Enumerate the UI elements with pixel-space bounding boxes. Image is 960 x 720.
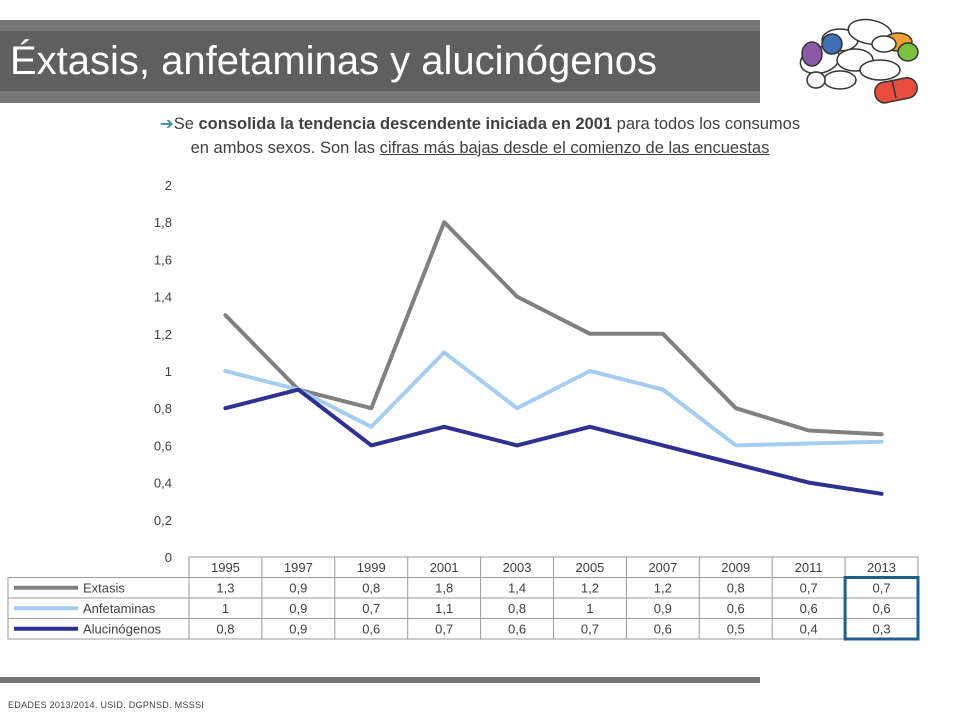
data-label: 1,1 xyxy=(435,601,453,616)
x-category-label: 1999 xyxy=(357,560,386,575)
data-label: 0,6 xyxy=(654,622,672,637)
title-band xyxy=(0,31,760,91)
data-label: 1 xyxy=(222,601,229,616)
data-label: 1,2 xyxy=(654,581,672,596)
y-tick-label: 1,2 xyxy=(154,327,172,342)
page-title: Éxtasis, anfetaminas y alucinógenos xyxy=(10,39,658,83)
data-label: 0,3 xyxy=(873,622,891,637)
legend-label: Alucinógenos xyxy=(83,622,162,637)
x-category-label: 2001 xyxy=(430,560,459,575)
y-tick-label: 1 xyxy=(165,364,172,379)
data-label: 0,9 xyxy=(289,622,307,637)
y-tick-label: 1,4 xyxy=(154,290,172,305)
y-tick-label: 0,4 xyxy=(154,476,172,491)
y-tick-label: 0 xyxy=(165,550,172,565)
x-category-label: 2011 xyxy=(795,560,823,575)
series-line-2 xyxy=(223,350,884,448)
series-line-1 xyxy=(223,220,884,437)
data-label: 0,6 xyxy=(727,601,745,616)
legend-label: Anfetaminas xyxy=(83,601,156,616)
data-label: 1,2 xyxy=(581,581,599,596)
data-label: 0,6 xyxy=(362,622,380,637)
data-label: 0,7 xyxy=(362,601,380,616)
x-category-label: 1995 xyxy=(211,560,240,575)
subtitle-text-1: Se xyxy=(173,115,199,133)
x-category-label: 2009 xyxy=(721,560,750,575)
data-label: 0,9 xyxy=(289,581,307,596)
y-tick-label: 2 xyxy=(165,178,172,193)
x-category-label: 1997 xyxy=(284,560,313,575)
subtitle-underlined: cifras más bajas desde el comienzo de la… xyxy=(379,139,770,157)
arrow-bullet-icon: ➔ xyxy=(159,115,174,133)
data-label: 0,4 xyxy=(800,622,818,637)
data-label: 0,7 xyxy=(873,581,891,596)
data-label: 0,7 xyxy=(581,622,599,637)
subtitle: ➔Se consolida la tendencia descendente i… xyxy=(100,112,860,160)
data-label: 1,3 xyxy=(216,581,234,596)
data-label: 0,6 xyxy=(800,601,818,616)
data-label: 0,6 xyxy=(873,601,891,616)
y-tick-label: 1,8 xyxy=(154,215,172,230)
source-note: EDADES 2013/2014. USID. DGPNSD. MSSSI xyxy=(8,700,205,710)
x-category-label: 2003 xyxy=(503,560,532,575)
pills-illustration-icon xyxy=(799,18,919,104)
series-line-3 xyxy=(223,387,884,496)
data-label: 0,8 xyxy=(216,622,234,637)
data-label: 0,8 xyxy=(362,581,380,596)
y-tick-label: 0,8 xyxy=(154,401,172,416)
data-label: 0,7 xyxy=(800,581,818,596)
data-label: 0,9 xyxy=(289,601,307,616)
data-label: 0,7 xyxy=(435,622,453,637)
data-label: 0,8 xyxy=(508,601,526,616)
data-label: 0,8 xyxy=(727,581,745,596)
data-label: 1 xyxy=(586,601,593,616)
data-label: 0,9 xyxy=(654,601,672,616)
x-category-label: 2007 xyxy=(648,560,677,575)
x-category-label: 2013 xyxy=(867,560,896,575)
y-tick-label: 1,6 xyxy=(154,252,172,267)
data-label: 1,8 xyxy=(435,581,453,596)
data-label: 0,6 xyxy=(508,622,526,637)
data-label: 0,5 xyxy=(727,622,745,637)
highlight-box xyxy=(843,576,920,641)
footer-line xyxy=(0,677,760,683)
legend-label: Extasis xyxy=(83,581,125,596)
subtitle-text-3: en ambos sexos. Son las xyxy=(190,139,380,157)
line-chart: 0 0,2 0,4 0,6 0,8 1 1,2 1,4 1,6 1,8 2 1995 1997 1999 2… xyxy=(7,178,920,641)
y-tick-label: 0,6 xyxy=(154,438,172,453)
subtitle-text-2: para todos los consumos xyxy=(612,115,801,133)
y-tick-label: 0,2 xyxy=(154,513,172,528)
data-label: 1,4 xyxy=(508,581,526,596)
x-category-label: 2005 xyxy=(575,560,604,575)
subtitle-bold: consolida la tendencia descendente inici… xyxy=(198,115,613,133)
